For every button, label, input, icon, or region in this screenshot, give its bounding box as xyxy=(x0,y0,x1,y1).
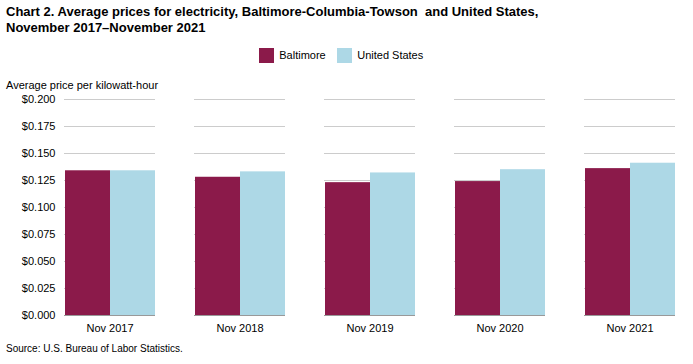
html-text:Chart 2. Average prices for el: Chart 2. Average prices for electricity,… xyxy=(6,4,539,36)
svg-text:$0.075: $0.075 xyxy=(22,228,56,240)
svg-text:Nov 2021: Nov 2021 xyxy=(606,322,653,334)
svg-text:$0.025: $0.025 xyxy=(22,282,56,294)
html-text:Source: U.S. Bureau of Labor S: Source: U.S. Bureau of Labor Statistics. xyxy=(6,343,183,354)
svg-text:Nov 2018: Nov 2018 xyxy=(216,322,263,334)
html-text:Average price per kilowatt-hou: Average price per kilowatt-hour xyxy=(6,79,158,91)
svg-text:$0.125: $0.125 xyxy=(22,174,56,186)
svg-text:$0.000: $0.000 xyxy=(22,309,56,321)
svg-text:$0.150: $0.150 xyxy=(22,147,56,159)
html-text:Baltimore: Baltimore xyxy=(279,49,326,61)
svg-text:Nov 2019: Nov 2019 xyxy=(346,322,393,334)
svg-text:$0.175: $0.175 xyxy=(22,120,56,132)
svg-text:Nov 2020: Nov 2020 xyxy=(476,322,523,334)
svg-text:$0.200: $0.200 xyxy=(22,93,56,105)
html-text:United States: United States xyxy=(357,49,424,61)
svg-text:$0.050: $0.050 xyxy=(22,255,56,267)
svg-text:Nov 2017: Nov 2017 xyxy=(86,322,133,334)
svg-text:$0.100: $0.100 xyxy=(22,201,56,213)
